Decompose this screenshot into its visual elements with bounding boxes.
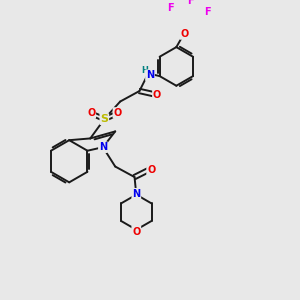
- Text: F: F: [204, 7, 210, 17]
- Text: F: F: [187, 0, 194, 6]
- Text: S: S: [100, 114, 108, 124]
- Text: O: O: [153, 89, 161, 100]
- Text: N: N: [99, 142, 107, 152]
- Text: O: O: [132, 226, 140, 236]
- Text: O: O: [180, 29, 188, 39]
- Text: O: O: [113, 108, 122, 118]
- Text: N: N: [132, 189, 140, 199]
- Text: F: F: [167, 4, 173, 14]
- Text: N: N: [146, 70, 154, 80]
- Text: O: O: [87, 108, 95, 118]
- Text: H: H: [141, 66, 148, 75]
- Text: O: O: [147, 165, 155, 175]
